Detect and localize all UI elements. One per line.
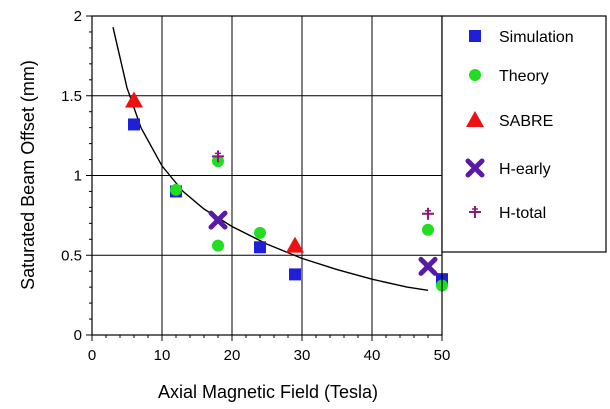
x-tick-label: 0 (88, 347, 96, 364)
x-tick-label: 30 (294, 347, 311, 364)
legend-label-sabre: SABRE (499, 113, 553, 130)
fit-curve (112, 27, 429, 291)
point-theory-shape (254, 226, 266, 239)
legend-label-theory: Theory (499, 68, 549, 85)
point-theory (212, 239, 224, 252)
y-tick-label: 0 (74, 327, 82, 344)
point-simulation (128, 118, 140, 131)
x-tick-label: 50 (434, 347, 451, 364)
point-h-total (422, 207, 434, 220)
point-theory (254, 226, 266, 239)
legend-label-simulation: Simulation (499, 29, 574, 46)
legend-marker-h-total (469, 206, 481, 218)
x-tick-label: 10 (154, 347, 171, 364)
point-sabre-shape (286, 236, 304, 253)
point-h-early (208, 210, 228, 230)
point-theory (170, 183, 182, 196)
point-sabre (286, 236, 304, 253)
legend-marker-simulation (469, 30, 481, 42)
legend-label-h-total: H-total (499, 205, 546, 222)
point-h-early (418, 256, 438, 276)
legend-marker-sabre-shape (466, 111, 484, 127)
point-h-early-stroke-b (418, 256, 438, 276)
point-simulation-shape (254, 241, 266, 254)
grid (92, 16, 442, 335)
point-theory-shape (212, 239, 224, 252)
fit-curve-layer (112, 27, 429, 291)
y-tick-label: 0.5 (61, 247, 82, 264)
data-points (125, 91, 448, 292)
legend-marker-h-early (465, 158, 485, 178)
y-tick-label: 1 (74, 168, 82, 185)
point-sabre-shape (125, 91, 143, 108)
point-simulation-shape (289, 268, 301, 281)
x-axis-title: Axial Magnetic Field (Tesla) (158, 382, 378, 402)
legend-marker-h-early-stroke-b (465, 158, 485, 178)
legend-marker-simulation-shape (469, 30, 481, 42)
y-axis-title: Saturated Beam Offset (mm) (18, 60, 38, 290)
y-tick-label: 2 (74, 8, 82, 25)
legend-marker-theory-shape (469, 69, 481, 81)
legend-marker-sabre (466, 111, 484, 127)
x-tick-label: 20 (224, 347, 241, 364)
point-h-early-stroke-b (208, 210, 228, 230)
point-theory-shape (170, 183, 182, 196)
point-h-total (212, 150, 224, 163)
y-tick-label: 1.5 (61, 88, 82, 105)
point-simulation (289, 268, 301, 281)
point-simulation (254, 241, 266, 254)
tick-labels: 0 10 20 30 40 50 0 0.5 1 1.5 2 (61, 8, 450, 364)
point-theory (422, 223, 434, 236)
legend: Simulation Theory SABRE H-early H-total (441, 15, 607, 253)
legend-marker-theory (469, 69, 481, 81)
point-theory-shape (422, 223, 434, 236)
point-sabre (125, 91, 143, 108)
point-simulation-shape (128, 118, 140, 131)
legend-label-h-early: H-early (499, 161, 551, 178)
x-tick-label: 40 (364, 347, 381, 364)
